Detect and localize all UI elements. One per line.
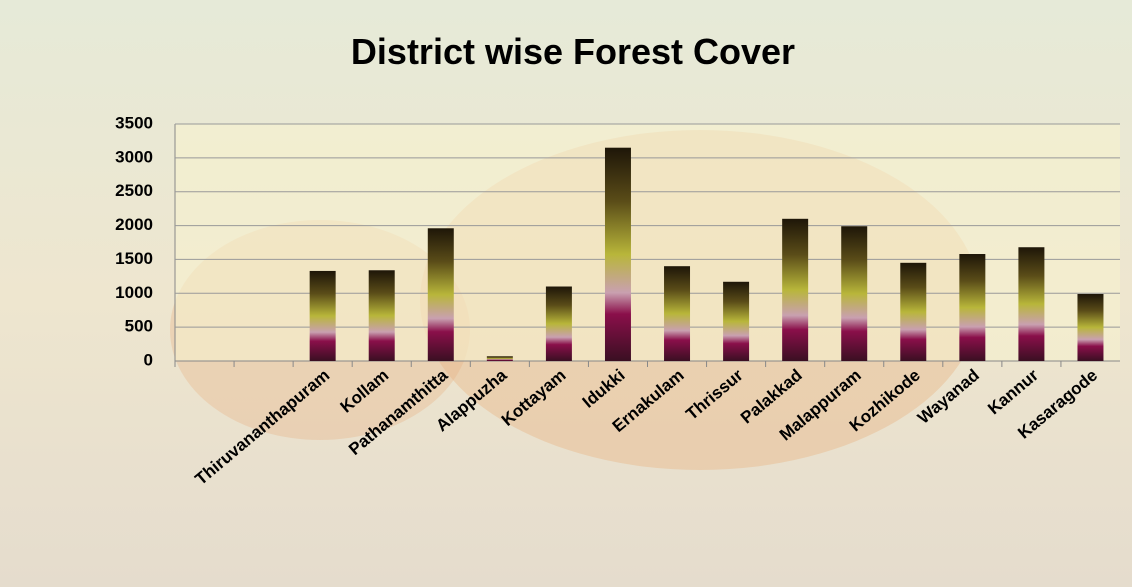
y-tick-label: 1500	[115, 249, 153, 268]
bar	[427, 228, 454, 361]
bar	[900, 262, 927, 361]
y-tick-label: 2500	[115, 181, 153, 200]
y-tick-label: 1000	[115, 283, 153, 302]
y-tick-label: 3000	[115, 147, 153, 166]
bar	[1018, 247, 1045, 361]
bar	[309, 270, 336, 361]
bar	[368, 270, 395, 361]
bar	[782, 218, 809, 361]
y-tick-label: 3500	[115, 113, 153, 132]
bar	[959, 254, 986, 361]
bar	[604, 147, 631, 361]
y-tick-label: 500	[125, 317, 153, 336]
bar	[664, 266, 691, 361]
chart-title: District wise Forest Cover	[351, 31, 795, 72]
bar	[723, 281, 750, 361]
y-tick-label: 2000	[115, 215, 153, 234]
bar	[841, 226, 868, 361]
bar	[545, 286, 572, 361]
y-tick-label: 0	[144, 350, 153, 369]
bar	[486, 356, 513, 361]
bar	[1077, 293, 1104, 361]
